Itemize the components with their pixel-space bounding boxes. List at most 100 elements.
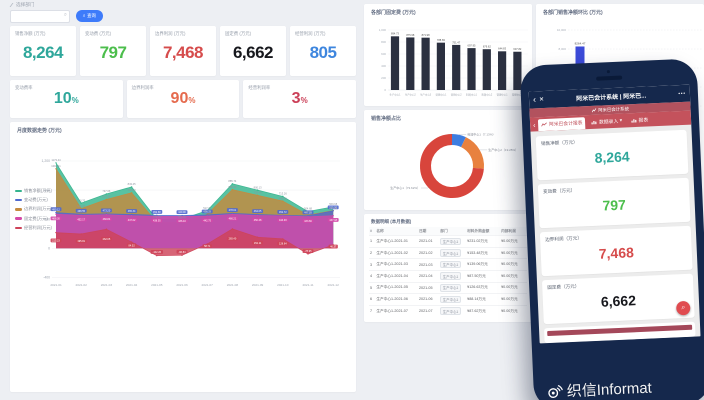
svg-text:452.17: 452.17 <box>77 219 85 222</box>
kpi-value: 797 <box>99 43 127 62</box>
svg-text:800: 800 <box>381 40 386 44</box>
phone-tab-3[interactable]: 报表 <box>628 114 652 127</box>
legend-item[interactable]: 边界利润(万元) <box>15 206 52 212</box>
table-cell: 2021-05 <box>417 281 440 294</box>
table-cell: 1 <box>369 235 376 248</box>
table-cell: 2021-04 <box>417 269 440 283</box>
right-bar-title: 各部门销售净额环比 (万元) <box>543 10 603 16</box>
kpi-value: 805 <box>309 43 337 62</box>
svg-text:452.68: 452.68 <box>153 211 161 214</box>
phone-tab-2[interactable]: 数据录入 ▾ <box>588 115 625 129</box>
area-chart: 1,200 800 400 0 -400 2021-01 2021-02 2021-03 202… <box>10 134 356 309</box>
svg-text:467.91: 467.91 <box>203 209 211 213</box>
svg-text:788.83: 788.83 <box>437 38 445 42</box>
kpi-card: 经营利润 (万元) 805 <box>290 26 356 76</box>
table-row: 7 生产中心1-2021-07 2021-07 生产中心1 ¥87.62万元 ¥0.00万… <box>369 304 527 317</box>
table-cell: 生产中心1 <box>439 281 467 294</box>
table-cell: 生产中心1-2021-06 <box>375 293 418 306</box>
back-icon[interactable]: ‹ <box>532 93 537 104</box>
legend-item[interactable]: 经营利润(万元) <box>15 225 52 231</box>
table-row: 5 生产中心1-2021-05 2021-05 生产中心1 ¥126.63万元 ¥0.00… <box>369 281 527 294</box>
svg-text:利润中心1: 利润中心1 <box>466 93 478 97</box>
table-cell: ¥126.63万元 <box>466 281 501 294</box>
table-header: 名称 <box>375 227 418 236</box>
camera-dot-icon <box>606 70 610 74</box>
svg-text:生产中心2（19.25%）: 生产中心2（19.25%） <box>488 147 518 152</box>
table-cell: ¥0.00万元 <box>500 235 527 248</box>
svg-text:2021-12: 2021-12 <box>328 283 340 287</box>
table-cell: 5 <box>369 281 376 294</box>
legend-item[interactable]: 销售净额(万元) <box>15 188 52 194</box>
svg-text:2021-05: 2021-05 <box>151 283 163 287</box>
phone-tab-1[interactable]: 阿米巴会计报表 <box>538 117 586 132</box>
phone-page-title: 阿米巴会计系统 | 阿米巴... <box>576 93 647 103</box>
legend-label: 经营利润(万元) <box>24 224 52 230</box>
department-chip: 生产中心1 <box>440 284 461 292</box>
svg-text:515.26: 515.26 <box>329 206 337 209</box>
search-button-label: 查询 <box>86 12 97 18</box>
svg-text:478.61: 478.61 <box>229 209 237 212</box>
table-cell: 3 <box>369 258 376 271</box>
detail-table-panel: 数据明细 (本月数据) # 名称 日期 部门 材料外购金额 内部利润 1 生产中心1-2021… <box>364 214 532 322</box>
svg-text:517.08: 517.08 <box>329 206 337 210</box>
svg-text:450.48: 450.48 <box>254 219 262 222</box>
svg-text:8264.47: 8264.47 <box>575 41 586 45</box>
phone-kpi-value: 6,662 <box>600 292 637 310</box>
svg-text:490.12: 490.12 <box>52 208 60 211</box>
search-fab-button[interactable]: ⌕ <box>675 300 691 316</box>
legend-item[interactable]: 固定费(万元) <box>15 216 52 222</box>
search-input[interactable] <box>11 17 69 28</box>
phone-kpi-value: 797 <box>602 196 627 214</box>
table-cell: 2021-06 <box>417 293 440 306</box>
dept-bar-panel: 各部门固定费 (万元) 1,000 800 600 400 200 0 894.73 生产中心… <box>364 4 532 106</box>
svg-text:396.74: 396.74 <box>153 215 161 219</box>
table-row: 6 生产中心1-2021-06 2021-06 生产中心1 ¥88.14万元 ¥0.00万… <box>369 293 527 306</box>
phone-kpi-value: 7,468 <box>598 244 635 262</box>
legend-marker-icon <box>15 226 22 229</box>
table-cell: 4 <box>369 269 376 283</box>
svg-text:84.52: 84.52 <box>128 244 135 247</box>
table-row: 1 生产中心1-2021-01 2021-01 生产中心1 ¥231.02万元 ¥0.00… <box>369 235 527 248</box>
ratio-value: 90% <box>170 90 196 107</box>
svg-text:464.05: 464.05 <box>254 210 262 213</box>
table-cell: 2021-01 <box>417 235 440 248</box>
phone-kpi-card: 边界利润（万元） 7,468 <box>539 225 693 277</box>
table-cell: 生产中心1 <box>439 235 467 248</box>
svg-text:265.40: 265.40 <box>229 238 237 241</box>
app-banner-label: 阿米巴会计系统 <box>598 105 629 113</box>
dept-bar-chart: 1,000 800 600 400 200 0 894.73 生产中心1 875.98 生产中心2… <box>364 10 532 106</box>
table-cell: ¥87.50万元 <box>466 269 501 283</box>
department-search-input[interactable]: ⌕ <box>10 10 70 28</box>
svg-text:营销中心2: 营销中心2 <box>451 93 463 97</box>
legend-label: 边界利润(万元) <box>24 206 52 212</box>
phone-top-bezel <box>520 66 697 83</box>
search-button[interactable]: ⌕ 查询 <box>76 10 103 22</box>
svg-text:2021-07: 2021-07 <box>202 283 214 287</box>
search-icon: ⌕ <box>63 12 67 18</box>
svg-text:433.66: 433.66 <box>304 220 312 223</box>
filter-label: 选择部门 <box>16 2 35 7</box>
close-icon[interactable]: ✕ <box>538 96 545 104</box>
phone-kpi-value: 8,264 <box>594 148 630 166</box>
svg-text:1,000: 1,000 <box>379 28 387 32</box>
ratio-label: 经营利润率 <box>248 85 271 90</box>
svg-text:2021-10: 2021-10 <box>277 283 289 287</box>
phone-next-card-peek <box>544 321 696 344</box>
table-cell: 6 <box>369 293 376 306</box>
more-menu-icon[interactable]: ••• <box>678 90 687 97</box>
svg-text:447.18: 447.18 <box>329 219 337 222</box>
svg-text:713.26: 713.26 <box>279 192 287 196</box>
table-header: 日期 <box>417 227 440 236</box>
detail-table: # 名称 日期 部门 材料外购金额 内部利润 1 生产中心1-2021-01 2021-01 生产… <box>369 227 527 317</box>
breadcrumb-slash-icon <box>9 3 16 7</box>
legend-item[interactable]: 变动费(万元) <box>15 197 52 203</box>
svg-text:466.21: 466.21 <box>229 218 237 221</box>
table-cell: ¥231.02万元 <box>466 235 501 248</box>
kpi-value: 8,264 <box>22 43 64 62</box>
tab-back-icon[interactable]: ‹ <box>533 122 536 130</box>
phone-next-card-content <box>547 324 693 337</box>
svg-text:843.45: 843.45 <box>128 182 136 186</box>
svg-text:871.98: 871.98 <box>422 33 430 37</box>
svg-text:2021-09: 2021-09 <box>252 283 264 287</box>
table-cell: 生产中心1-2021-01 <box>375 235 418 248</box>
